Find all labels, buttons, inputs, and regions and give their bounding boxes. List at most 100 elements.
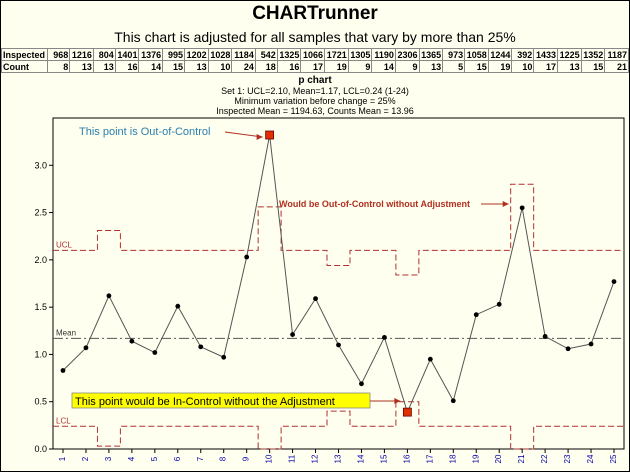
- count-cell: 5: [442, 60, 466, 73]
- x-tick-label: 6: [173, 456, 182, 461]
- y-tick-label: 0.0: [34, 444, 47, 454]
- annotation-would-be-ooc: Would be Out-of-Control without Adjustme…: [279, 199, 470, 209]
- y-tick-label: 3.0: [34, 160, 47, 170]
- info-line-3: Inspected Mean = 1194.63, Counts Mean = …: [216, 106, 413, 116]
- inspected-cell: 1433: [533, 48, 558, 61]
- data-point: [565, 346, 571, 352]
- data-point: [336, 342, 341, 348]
- data-table: Inspected 968 1216 804 1401 1376 995 1202 1028 11…: [0, 48, 629, 73]
- y-tick-label: 2.0: [34, 255, 47, 265]
- x-axis: 1 2 3 4 5 6 7 8 9 10 11 12 13 14 15 16 17 18 19 20 21 22 23 24 2…: [58, 449, 618, 463]
- info-line-2: Minimum variation before change = 25%: [234, 96, 395, 106]
- count-cell: 13: [556, 60, 582, 73]
- x-tick-label: 3: [104, 456, 113, 461]
- lcl-line: [53, 401, 624, 450]
- data-point: [496, 301, 502, 307]
- data-point: [519, 205, 525, 211]
- count-cell: 24: [231, 60, 256, 73]
- data-point: [60, 368, 66, 373]
- data-point: [175, 303, 181, 309]
- count-cell: 21: [604, 60, 629, 73]
- ucl-label: UCL: [56, 240, 73, 249]
- x-tick-label: 9: [242, 456, 251, 461]
- x-tick-label: 2: [81, 456, 90, 461]
- data-point: [588, 341, 594, 347]
- app-title: CHARTrunner: [252, 3, 378, 24]
- data-point: [152, 350, 158, 355]
- mean-label: Mean: [56, 328, 76, 337]
- count-row: Count 8 13 13 16 14 15 13 10 24 18 16 17 19 9 14 9 13 5 15 1…: [0, 60, 629, 73]
- data-point: [450, 398, 456, 404]
- count-cell: 14: [371, 60, 396, 73]
- annotation-out-of-control: This point is Out-of-Control: [79, 126, 210, 138]
- data-point: [106, 293, 112, 299]
- x-tick-label: 22: [540, 454, 549, 463]
- count-cell: 17: [533, 60, 558, 73]
- data-point: [83, 345, 89, 351]
- count-cell: 13: [184, 60, 209, 73]
- x-tick-label: 5: [150, 456, 159, 461]
- highlighted-point: [402, 407, 412, 417]
- chart-subtitle: This chart is adjusted for all samples t…: [114, 29, 516, 45]
- data-point: [313, 296, 318, 302]
- x-tick-label: 4: [127, 456, 136, 461]
- x-tick-label: 17: [425, 454, 434, 463]
- data-point: [244, 254, 250, 260]
- count-cell: 10: [511, 60, 535, 73]
- annotation-arrow: [224, 131, 263, 138]
- highlighted-point: [265, 130, 275, 140]
- x-tick-label: 14: [356, 454, 365, 463]
- ucl-line: [53, 183, 624, 276]
- data-point: [473, 312, 479, 318]
- x-tick-label: 8: [219, 456, 228, 461]
- y-tick-label: 2.5: [34, 208, 47, 218]
- inspected-cell: 1184: [231, 48, 256, 61]
- data-point: [198, 344, 204, 350]
- arrow-head: [394, 398, 401, 404]
- count-cell: 15: [162, 60, 186, 73]
- y-tick-label: 0.5: [34, 397, 47, 407]
- x-tick-label: 10: [265, 454, 274, 463]
- x-tick-label: 15: [379, 454, 388, 463]
- chart-title: p chart: [298, 75, 332, 86]
- control-limits: UCL Mean LCL: [53, 183, 624, 450]
- data-point: [359, 381, 364, 387]
- x-tick-label: 16: [402, 454, 411, 463]
- x-tick-label: 23: [563, 454, 572, 463]
- data-point: [290, 332, 295, 337]
- arrow-head: [502, 201, 509, 207]
- annotations: This point is Out-of-Control Would be Out…: [71, 126, 509, 409]
- series-line: [62, 134, 615, 414]
- x-tick-label: 21: [517, 454, 526, 463]
- annotation-in-control: This point would be In-Control without t…: [75, 396, 335, 408]
- data-point: [221, 354, 227, 360]
- count-cell: 16: [276, 60, 302, 73]
- count-label: Count: [0, 60, 49, 73]
- x-tick-label: 13: [334, 454, 343, 463]
- data-point: [129, 338, 135, 344]
- p-series-line: [62, 134, 615, 414]
- y-tick-label: 1.5: [34, 302, 47, 312]
- data-point: [611, 279, 617, 285]
- info-line-1: Set 1: UCL=2.10, Mean=1.17, LCL=0.24 (1-…: [221, 86, 409, 96]
- inspected-cell: 392: [511, 48, 535, 61]
- x-tick-label: 12: [311, 454, 320, 463]
- x-tick-label: 18: [448, 454, 457, 463]
- count-cell: 18: [254, 60, 278, 73]
- count-cell: 13: [69, 60, 94, 73]
- x-tick-label: 11: [288, 454, 297, 463]
- count-cell: 8: [47, 60, 71, 73]
- y-tick-label: 1.0: [34, 349, 47, 359]
- x-tick-label: 19: [471, 454, 480, 463]
- x-tick-label: 7: [196, 456, 205, 461]
- lcl-label: LCL: [56, 416, 71, 425]
- x-tick-label: 25: [609, 454, 618, 463]
- inspected-row: Inspected 968 1216 804 1401 1376 995 1202 1028 11…: [0, 48, 629, 61]
- arrow-head: [256, 134, 263, 141]
- data-point: [427, 356, 433, 362]
- x-tick-label: 20: [494, 454, 503, 463]
- data-point: [542, 334, 548, 339]
- y-axis: 0.0 0.5 1.0 1.5 2.0 2.5 3.0: [34, 160, 53, 454]
